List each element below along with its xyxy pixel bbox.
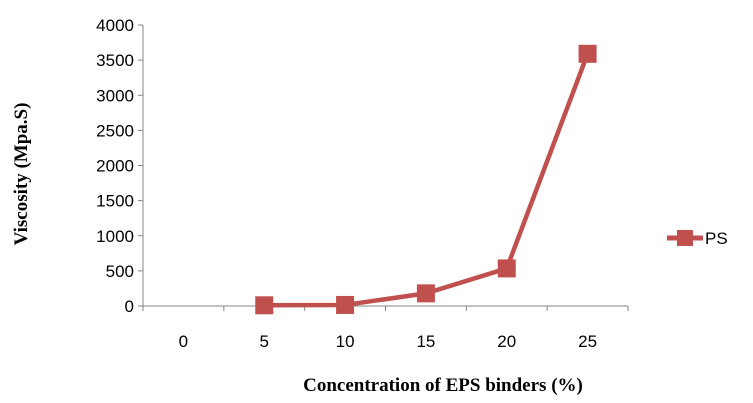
legend: PS bbox=[667, 229, 728, 248]
y-tick-label: 3000 bbox=[96, 86, 134, 105]
data-point-marker bbox=[416, 284, 435, 303]
y-tick-label: 2500 bbox=[96, 121, 134, 140]
x-tick-label: 10 bbox=[336, 332, 355, 351]
x-tick-label: 20 bbox=[497, 332, 516, 351]
legend-label-ps: PS bbox=[705, 229, 728, 248]
y-tick-label: 0 bbox=[125, 297, 134, 316]
x-tick-label: 25 bbox=[578, 332, 597, 351]
legend-square-marker bbox=[677, 230, 693, 246]
y-tick-label: 1000 bbox=[96, 227, 134, 246]
y-axis-title: Viscosity (Mpa.S) bbox=[11, 103, 32, 246]
y-tick-label: 1500 bbox=[96, 192, 134, 211]
y-tick-label: 3500 bbox=[96, 51, 134, 70]
y-tick-label: 500 bbox=[106, 262, 134, 281]
y-tick-label: 2000 bbox=[96, 157, 134, 176]
x-tick-label: 0 bbox=[179, 332, 188, 351]
data-point-marker bbox=[336, 295, 355, 314]
y-tick-label: 4000 bbox=[96, 16, 134, 35]
data-point-marker bbox=[578, 44, 597, 63]
data-point-marker bbox=[497, 259, 516, 278]
series-layer bbox=[255, 44, 597, 315]
y-axis-ticks: 0 500 1000 1500 2000 2500 3000 3500 4000 bbox=[96, 16, 143, 316]
x-axis-title: Concentration of EPS binders (%) bbox=[303, 375, 583, 396]
series-line-ps bbox=[264, 53, 590, 308]
x-tick-label: 5 bbox=[260, 332, 269, 351]
data-point-marker bbox=[255, 296, 274, 315]
x-tick-label: 15 bbox=[416, 332, 435, 351]
x-axis-ticks: 0 5 10 15 20 25 bbox=[142, 306, 629, 351]
